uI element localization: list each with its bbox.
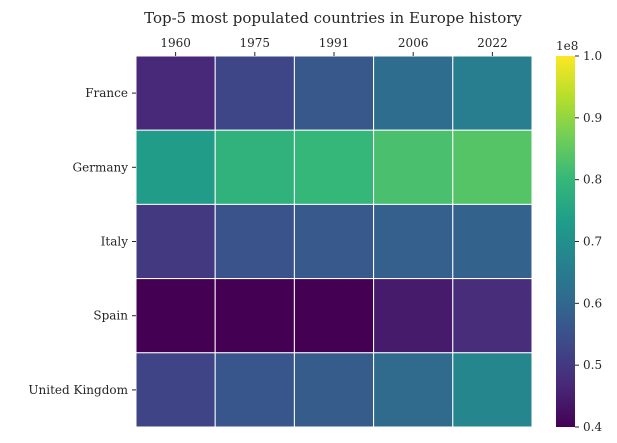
heatmap-cell xyxy=(135,55,216,131)
colorbar-gradient xyxy=(556,56,575,427)
heatmap-cell xyxy=(452,352,533,428)
heatmap-cell xyxy=(135,203,216,280)
colorbar-exponent-label: 1e8 xyxy=(556,39,578,53)
y-tick-label: France xyxy=(85,86,128,100)
heatmap-cell xyxy=(452,203,533,280)
heatmap-cell xyxy=(135,352,216,428)
y-tick-label: United Kingdom xyxy=(28,383,128,397)
heatmap-cell xyxy=(214,55,295,131)
x-axis: 1960 1975 1991 2006 2022 xyxy=(160,36,508,56)
y-axis: France Germany Italy Spain United Kingdom xyxy=(28,86,136,397)
heatmap-cell xyxy=(293,129,375,205)
x-tick-label: 1960 xyxy=(160,36,191,50)
heatmap-cell xyxy=(135,129,216,205)
heatmap-cell xyxy=(214,352,295,428)
x-tick-label: 2022 xyxy=(477,36,508,50)
colorbar-tick-label: 0.4 xyxy=(583,420,602,434)
heatmap-cell xyxy=(452,55,533,131)
heatmap-cell xyxy=(214,278,295,354)
heatmap-cell xyxy=(373,203,454,280)
heatmap-cell xyxy=(293,55,375,131)
heatmap-cells xyxy=(135,55,533,428)
heatmap-cell xyxy=(293,352,375,428)
heatmap-cell xyxy=(452,278,533,354)
colorbar-tick-label: 0.7 xyxy=(583,235,602,249)
colorbar: 0.4 0.5 0.6 0.7 0.8 0.9 1.0 1e8 xyxy=(556,39,602,434)
heatmap-cell xyxy=(214,203,295,280)
heatmap-cell xyxy=(373,55,454,131)
y-tick-label: Germany xyxy=(73,160,129,174)
heatmap-cell xyxy=(293,278,375,354)
heatmap-cell xyxy=(214,129,295,205)
colorbar-tick-label: 0.6 xyxy=(583,296,602,310)
colorbar-tick-label: 0.5 xyxy=(583,358,602,372)
heatmap-cell xyxy=(293,203,375,280)
y-tick-label: Spain xyxy=(93,309,128,323)
heatmap-cell xyxy=(452,129,533,205)
heatmap-cell xyxy=(373,278,454,354)
colorbar-tick-label: 1.0 xyxy=(583,49,602,63)
heatmap-cell xyxy=(135,278,216,354)
colorbar-tick-label: 0.9 xyxy=(583,111,602,125)
y-tick-label: Italy xyxy=(101,235,129,249)
heatmap-cell xyxy=(373,352,454,428)
colorbar-tick-label: 0.8 xyxy=(583,173,602,187)
x-tick-label: 1991 xyxy=(319,36,350,50)
heatmap-cell xyxy=(373,129,454,205)
chart-title: Top-5 most populated countries in Europe… xyxy=(144,9,522,27)
x-tick-label: 2006 xyxy=(398,36,429,50)
x-tick-label: 1975 xyxy=(240,36,271,50)
